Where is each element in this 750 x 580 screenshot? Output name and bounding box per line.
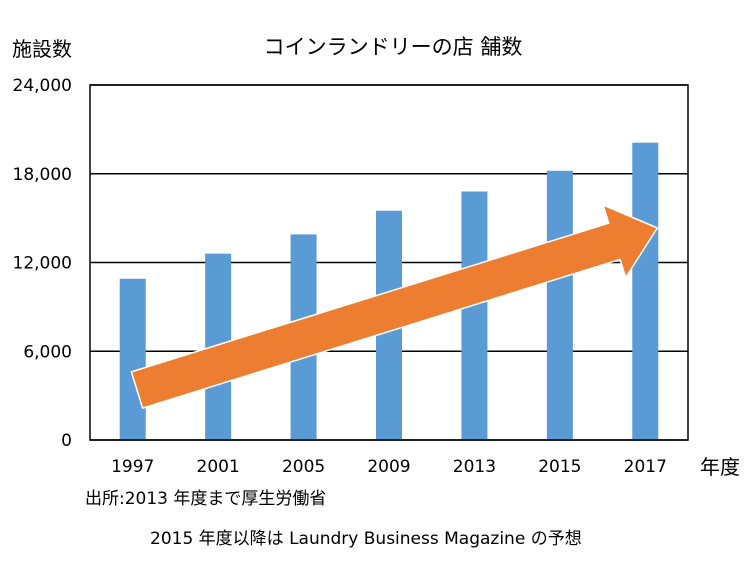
y-axis-label: 施設数 xyxy=(12,37,72,61)
x-tick-label-2017: 2017 xyxy=(624,457,667,477)
y-tick-label-18000: 18,000 xyxy=(13,165,72,185)
source-line-2: 2015 年度以降は Laundry Business Magazine の予想 xyxy=(150,529,582,549)
x-axis-label: 年度 xyxy=(700,455,740,479)
plot-area-border xyxy=(89,84,689,441)
bar-2013 xyxy=(461,191,488,440)
source-line-1: 出所:2013 年度まで厚生労働省 xyxy=(85,489,326,509)
y-tick-labels: 0 6,000 12,000 18,000 24,000 xyxy=(13,76,72,451)
y-tick-label-0: 0 xyxy=(61,431,72,451)
trend-arrow xyxy=(130,203,659,410)
x-tick-label-2015: 2015 xyxy=(538,457,581,477)
x-tick-label-2001: 2001 xyxy=(197,457,240,477)
x-tick-label-1997: 1997 xyxy=(111,457,154,477)
x-tick-labels: 1997 2001 2005 2009 2013 2015 2017 xyxy=(111,457,667,477)
bar-2015 xyxy=(546,170,573,440)
bar-2017 xyxy=(632,142,659,440)
x-tick-label-2009: 2009 xyxy=(367,457,410,477)
y-tick-label-12000: 12,000 xyxy=(13,254,72,274)
trend-arrow-shape xyxy=(130,203,659,410)
y-tick-label-6000: 6,000 xyxy=(23,342,72,362)
chart-title: コインランドリーの店 舗数 xyxy=(264,35,523,59)
x-tick-label-2013: 2013 xyxy=(453,457,496,477)
y-tick-label-24000: 24,000 xyxy=(13,76,72,96)
bar-1997 xyxy=(119,278,146,440)
x-tick-label-2005: 2005 xyxy=(282,457,325,477)
